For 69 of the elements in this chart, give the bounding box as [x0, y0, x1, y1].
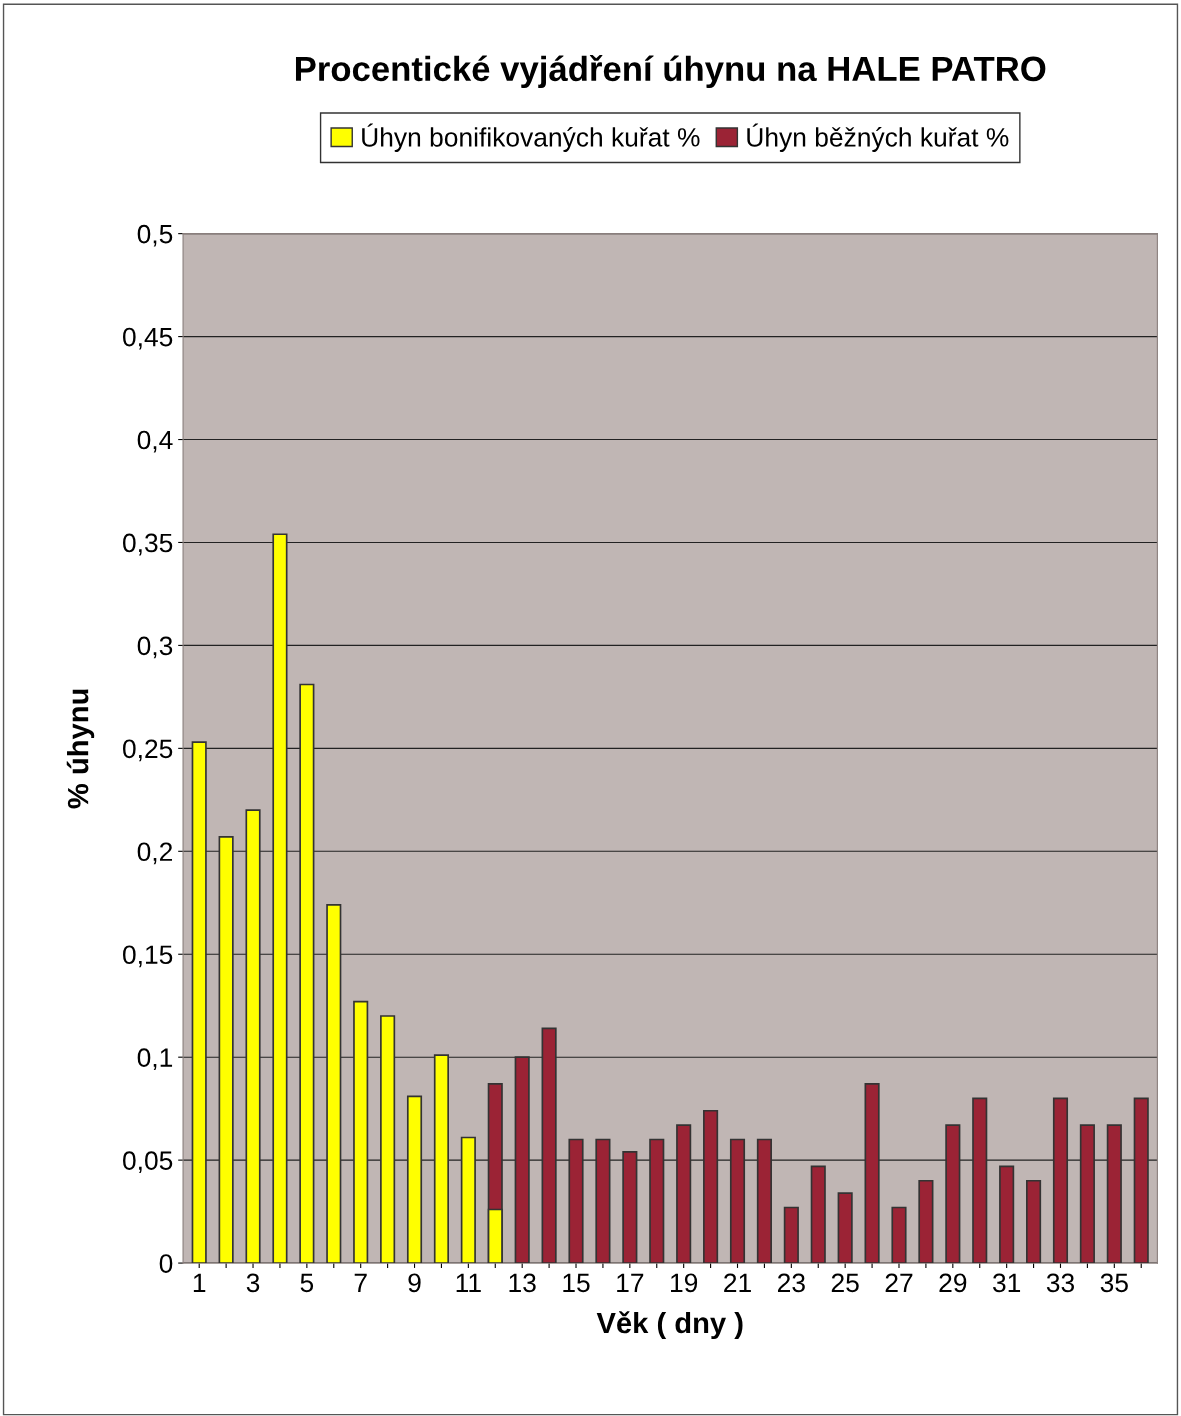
x-tick-label: 31	[992, 1273, 1021, 1293]
bar	[514, 1056, 530, 1264]
bar	[245, 809, 261, 1264]
x-tick-label: 9	[408, 1273, 421, 1293]
x-tick-label: 35	[1100, 1273, 1128, 1293]
y-tick-label: 0,25	[123, 739, 173, 762]
legend-label: Úhyn bonifikovaných kuřat %	[362, 123, 700, 152]
x-tick-label: 11	[456, 1273, 481, 1292]
x-tick-label: 5	[300, 1273, 314, 1293]
bar	[595, 1138, 611, 1264]
x-tick-label: 33	[1046, 1273, 1074, 1293]
bar	[729, 1138, 746, 1264]
bar	[1052, 1097, 1069, 1264]
bar	[326, 903, 342, 1264]
bar	[1133, 1097, 1149, 1264]
bar	[299, 683, 315, 1264]
bar	[568, 1138, 584, 1264]
x-tick-label: 19	[671, 1273, 698, 1293]
legend-label: Úhyn běžných kuřat %	[747, 123, 1009, 152]
y-tick-label: 0,45	[123, 327, 173, 350]
x-tick-label: 25	[831, 1273, 859, 1293]
x-tick-label: 29	[939, 1273, 967, 1293]
bar	[945, 1124, 961, 1264]
bar	[433, 1054, 450, 1264]
bar	[864, 1083, 880, 1264]
bar	[783, 1206, 799, 1264]
bar	[272, 533, 288, 1264]
x-tick-label: 15	[563, 1273, 590, 1293]
y-tick-label: 0,15	[123, 945, 173, 968]
bar	[972, 1097, 988, 1264]
chart-title: Procentické vyjádření úhynu na HALE PATRO	[295, 54, 1046, 89]
x-axis-title: Věk ( dny )	[596, 1311, 743, 1340]
x-tick-label: 7	[354, 1273, 367, 1292]
bar	[622, 1151, 638, 1264]
x-tick-label: 23	[777, 1273, 805, 1293]
y-axis-title: % úhynu	[66, 689, 95, 809]
x-tick-label: 27	[885, 1273, 913, 1292]
y-tick-label: 0,3	[137, 636, 173, 659]
bar	[541, 1027, 557, 1264]
bar	[999, 1165, 1015, 1264]
x-tick-label: 3	[246, 1273, 260, 1293]
bar	[191, 741, 207, 1264]
bar	[380, 1015, 396, 1264]
x-tick-label: 13	[509, 1273, 536, 1293]
y-tick-label: 0,5	[137, 224, 173, 247]
bar	[1106, 1124, 1122, 1264]
bar	[918, 1179, 934, 1264]
y-tick-label: 0,2	[137, 842, 173, 865]
bar	[460, 1136, 476, 1264]
y-tick-label: 0	[159, 1254, 173, 1273]
y-tick-label: 0,4	[137, 430, 173, 453]
bar	[1079, 1124, 1095, 1264]
bar	[406, 1095, 423, 1264]
bar	[703, 1109, 719, 1264]
bar	[756, 1138, 772, 1264]
x-tick-label: 1	[193, 1273, 206, 1292]
bar	[218, 836, 234, 1264]
bar	[837, 1192, 853, 1264]
y-tick-label: 0,1	[137, 1048, 173, 1071]
x-tick-label: 17	[617, 1273, 644, 1292]
bar	[353, 1000, 369, 1264]
bar	[891, 1206, 907, 1264]
y-tick-label: 0,35	[123, 533, 173, 556]
x-tick-label: 21	[724, 1273, 751, 1292]
bar	[649, 1138, 665, 1264]
bar	[1026, 1179, 1042, 1264]
y-tick-label: 0,05	[123, 1151, 173, 1174]
bar	[676, 1124, 692, 1264]
bar	[810, 1165, 826, 1264]
